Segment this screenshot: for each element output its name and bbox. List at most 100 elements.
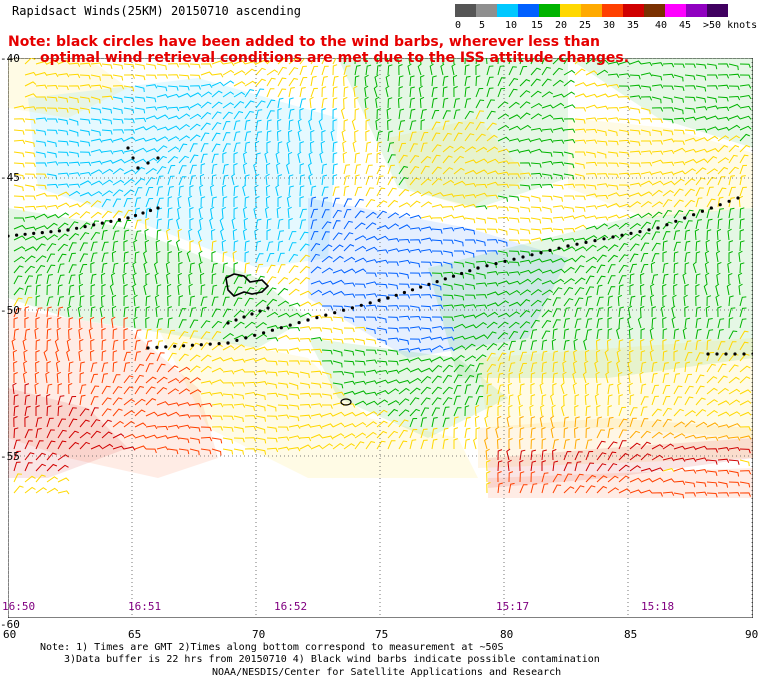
wind-barb: [417, 63, 422, 76]
wind-barb: [717, 469, 730, 475]
wind-barb: [486, 470, 491, 483]
wind-barb: [253, 162, 258, 175]
wind-barb: [684, 373, 693, 384]
wind-barb: [398, 367, 411, 373]
wind-barb: [574, 416, 580, 428]
wind-barb: [420, 191, 433, 197]
wind-barb: [728, 166, 739, 175]
wind-barb: [541, 227, 554, 233]
wind-barb: [584, 349, 590, 362]
wind-barb: [35, 225, 48, 230]
wind-barb: [123, 420, 135, 428]
wind-barb: [541, 91, 553, 98]
wind-barb: [222, 102, 234, 109]
contamination-circle: [402, 290, 406, 295]
wind-barb: [541, 206, 552, 213]
wind-barb: [66, 338, 71, 351]
wind-barb: [574, 438, 581, 450]
wind-barb: [275, 184, 280, 197]
wind-barb: [156, 250, 161, 263]
wind-barb: [46, 383, 53, 395]
wind-barb: [574, 394, 580, 406]
wind-barb: [618, 243, 629, 252]
wind-barb: [717, 363, 727, 373]
wind-barb: [519, 437, 524, 450]
wind-barb: [508, 471, 514, 483]
wind-barb: [35, 84, 48, 89]
wind-barb: [530, 299, 542, 307]
wind-barb: [497, 332, 509, 340]
wind-barb: [277, 312, 290, 318]
wind-barb: [211, 196, 217, 208]
wind-barb: [728, 197, 735, 208]
wind-barb: [90, 419, 101, 428]
wind-barb: [35, 243, 46, 252]
contamination-circle: [83, 225, 87, 229]
wind-barb: [101, 159, 114, 164]
wind-barb: [101, 262, 108, 274]
wind-barb: [431, 386, 442, 395]
wind-barb: [189, 403, 202, 408]
wind-barb: [684, 148, 697, 153]
wind-barb: [189, 240, 194, 251]
wind-barb: [486, 282, 499, 287]
wind-barb: [442, 364, 453, 373]
wind-barb: [629, 417, 637, 428]
wind-barb: [310, 434, 323, 439]
wind-barb: [57, 233, 69, 241]
wind-barb: [541, 138, 554, 143]
wind-barb: [156, 175, 164, 186]
wind-barb: [167, 115, 180, 120]
wind-barb: [695, 385, 705, 395]
wind-barb: [321, 327, 333, 334]
wind-barb: [398, 238, 411, 244]
wind-barb: [79, 129, 91, 136]
wind-barb: [288, 326, 301, 332]
wind-barb: [255, 321, 267, 329]
wind-barb: [197, 228, 202, 241]
wind-barb: [79, 232, 90, 241]
wind-barb: [222, 121, 231, 131]
wind-barb: [332, 86, 338, 98]
wind-barb: [299, 403, 312, 409]
wind-barb: [387, 349, 399, 356]
wind-barb: [684, 446, 697, 451]
wind-barb: [662, 138, 675, 143]
wind-barb: [46, 253, 56, 263]
wind-barb: [365, 380, 378, 385]
wind-barb: [34, 371, 40, 384]
wind-barb: [651, 492, 663, 497]
wind-barb: [497, 101, 509, 109]
wind-barb: [310, 243, 321, 252]
wind-barb: [123, 398, 135, 406]
wind-barb: [167, 435, 180, 440]
wind-barb: [431, 345, 444, 351]
wind-barb: [541, 58, 546, 65]
wind-barb: [57, 490, 70, 495]
wind-barb: [618, 118, 630, 124]
wind-barb: [266, 298, 277, 307]
wind-barb: [79, 295, 85, 307]
wind-barb: [596, 452, 607, 461]
wind-barb: [585, 439, 593, 450]
wind-barb: [35, 405, 40, 416]
wind-barb: [662, 350, 668, 362]
wind-barb: [563, 215, 576, 220]
contamination-circle: [49, 230, 53, 234]
wind-barb: [277, 404, 289, 410]
wind-barb: [584, 360, 589, 373]
wind-barb: [398, 419, 409, 428]
wind-barb: [46, 429, 55, 439]
wind-barb: [662, 118, 674, 124]
wind-barb: [398, 248, 411, 253]
wind-barb: [299, 265, 311, 274]
wind-barb: [585, 244, 597, 252]
wind-barb: [145, 207, 152, 219]
wind-barb: [673, 147, 686, 153]
wind-barb: [68, 396, 77, 406]
wind-barb: [297, 151, 302, 164]
legend-swatch-12: [707, 4, 728, 17]
wind-barb: [68, 161, 81, 167]
wind-barb: [35, 307, 43, 318]
wind-barb: [519, 427, 525, 439]
